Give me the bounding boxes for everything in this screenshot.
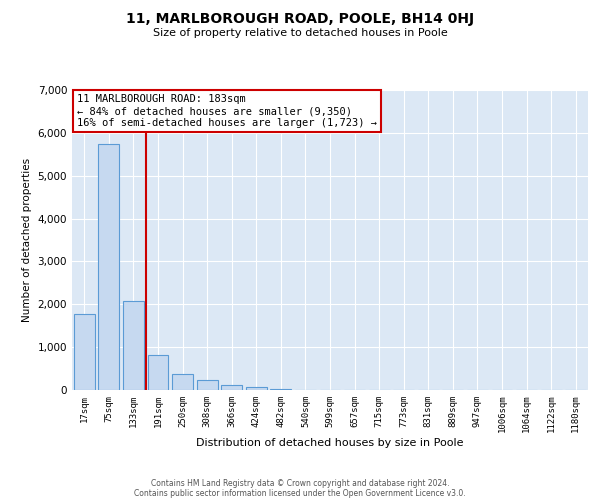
- Text: 11 MARLBOROUGH ROAD: 183sqm
← 84% of detached houses are smaller (9,350)
16% of : 11 MARLBOROUGH ROAD: 183sqm ← 84% of det…: [77, 94, 377, 128]
- Bar: [123, 302, 144, 390]
- Text: Contains HM Land Registry data © Crown copyright and database right 2024.: Contains HM Land Registry data © Crown c…: [151, 478, 449, 488]
- Bar: [98, 144, 119, 390]
- Bar: [148, 356, 169, 390]
- Text: Contains public sector information licensed under the Open Government Licence v3: Contains public sector information licen…: [134, 488, 466, 498]
- Text: 11, MARLBOROUGH ROAD, POOLE, BH14 0HJ: 11, MARLBOROUGH ROAD, POOLE, BH14 0HJ: [126, 12, 474, 26]
- Bar: [271, 388, 292, 390]
- Bar: [172, 374, 193, 390]
- Y-axis label: Number of detached properties: Number of detached properties: [22, 158, 32, 322]
- Bar: [197, 380, 218, 390]
- X-axis label: Distribution of detached houses by size in Poole: Distribution of detached houses by size …: [196, 438, 464, 448]
- Bar: [246, 388, 267, 390]
- Bar: [221, 386, 242, 390]
- Bar: [74, 314, 95, 390]
- Text: Size of property relative to detached houses in Poole: Size of property relative to detached ho…: [152, 28, 448, 38]
